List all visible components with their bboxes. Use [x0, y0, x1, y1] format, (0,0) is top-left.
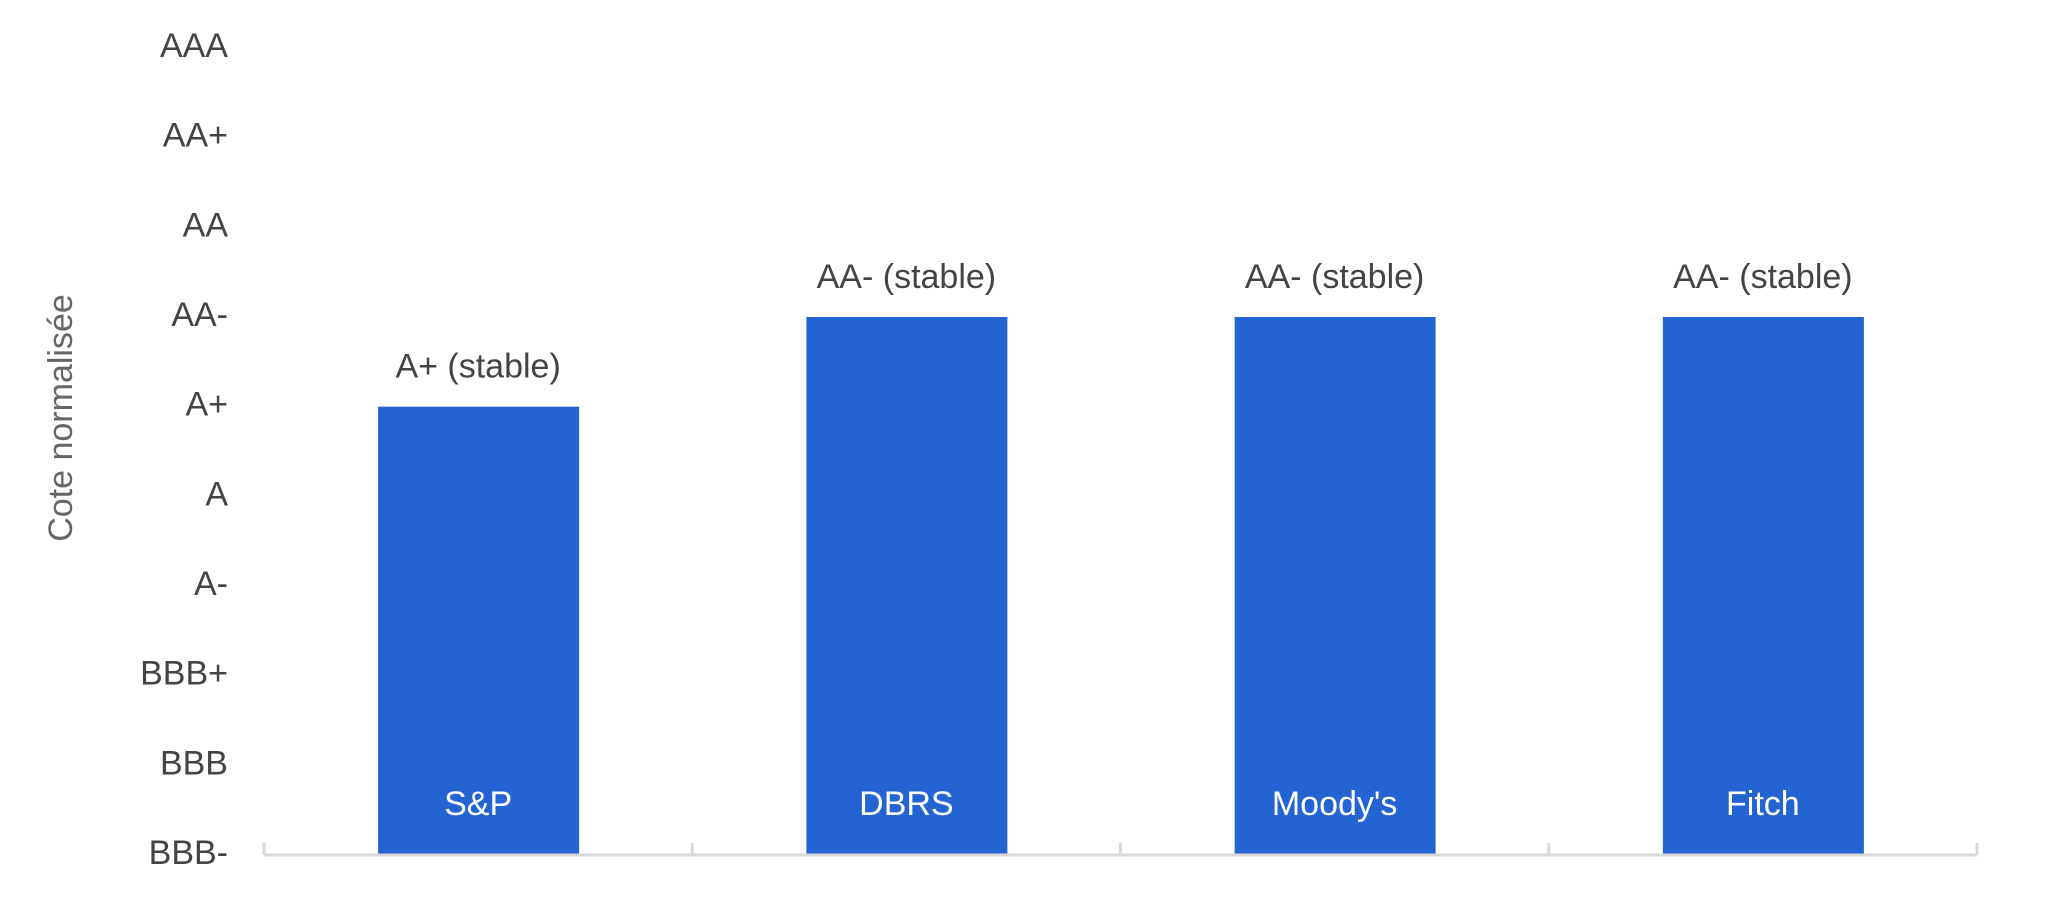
y-tick-label: A: [205, 475, 228, 513]
y-tick-label: BBB-: [149, 834, 228, 872]
value-label: AA- (stable): [1245, 258, 1425, 296]
x-tick-label: S&P: [444, 785, 512, 823]
y-tick-label: AAA: [160, 27, 228, 65]
bar: [806, 317, 1008, 855]
value-label: AA- (stable): [1673, 258, 1853, 296]
y-tick-label: BBB: [160, 744, 228, 782]
y-tick-label: A-: [194, 565, 228, 603]
y-tick-label: AA: [183, 206, 229, 244]
x-tick-label: Fitch: [1726, 785, 1800, 823]
y-tick-label: BBB+: [140, 655, 228, 693]
bar: [1662, 317, 1864, 855]
x-tick-label: Moody's: [1272, 785, 1398, 823]
y-tick-label: AA-: [171, 296, 228, 334]
bar: [378, 406, 580, 855]
y-axis-title: Cote normalisée: [42, 294, 80, 542]
bar: [1234, 317, 1436, 855]
y-tick-label: A+: [185, 386, 228, 424]
value-label: AA- (stable): [817, 258, 997, 296]
y-tick-label: AA+: [163, 117, 228, 155]
value-label: A+ (stable): [395, 348, 560, 386]
x-tick-label: DBRS: [859, 785, 953, 823]
